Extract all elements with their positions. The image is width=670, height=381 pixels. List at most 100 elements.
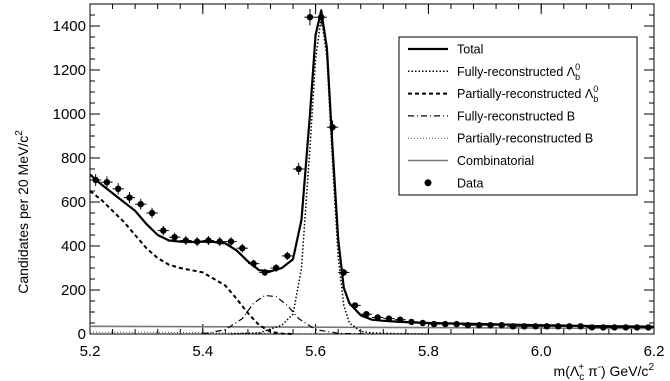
data-point xyxy=(529,323,542,330)
x-tick-label: 5.2 xyxy=(80,343,101,360)
data-point xyxy=(394,316,406,323)
data-marker xyxy=(239,245,246,252)
data-point xyxy=(180,235,192,246)
data-marker xyxy=(509,323,517,330)
data-marker xyxy=(306,14,314,21)
data-marker xyxy=(430,320,438,328)
data-point xyxy=(101,176,113,188)
data-point xyxy=(259,268,271,277)
x-tick-label: 5.8 xyxy=(418,343,439,360)
data-point xyxy=(90,174,102,186)
y-axis-title: Candidates per 20 MeV/c2 xyxy=(14,130,31,294)
data-point xyxy=(450,320,463,328)
data-marker xyxy=(633,324,641,331)
data-point xyxy=(146,207,158,219)
y-tick-label: 600 xyxy=(61,194,86,211)
x-tick-label: 6.0 xyxy=(531,343,552,360)
data-marker xyxy=(182,237,190,244)
legend-entry-partially-reconstructed: Partially-reconstructed Λ0 b xyxy=(408,84,598,104)
data-marker xyxy=(498,322,505,329)
data-point xyxy=(372,314,384,321)
data-point xyxy=(552,323,564,330)
data-marker xyxy=(554,323,562,330)
data-point xyxy=(608,324,621,331)
series-partially-reconstructed-b0 xyxy=(89,190,294,335)
data-marker xyxy=(397,316,404,323)
data-marker xyxy=(374,314,381,321)
x-tick-label: 5.4 xyxy=(192,343,213,360)
data-marker xyxy=(408,318,415,326)
data-point xyxy=(349,302,361,309)
data-point xyxy=(586,324,598,331)
data-marker xyxy=(250,260,257,267)
series-partially-reconstructed-b xyxy=(90,331,316,335)
data-point xyxy=(620,324,632,331)
data-marker xyxy=(566,323,573,330)
legend-entry-data: Data xyxy=(424,176,483,190)
data-point xyxy=(135,198,147,210)
data-marker xyxy=(340,269,347,276)
tick-labels: 5.2 5.4 5.6 5.8 6.0 6.2 0 200 400 600 800 1000 1200 1… xyxy=(53,18,665,360)
data-point xyxy=(496,322,508,329)
data-point xyxy=(462,322,474,329)
data-marker xyxy=(329,124,336,131)
data-marker xyxy=(588,324,596,331)
legend-label: Partially-reconstructed B xyxy=(457,132,593,146)
legend-entry-partially-reconstructed-b: Partially-reconstructed B xyxy=(408,132,593,146)
data-marker xyxy=(137,201,144,208)
data-marker xyxy=(148,209,156,217)
data-point xyxy=(123,192,136,204)
data-marker xyxy=(419,319,426,327)
series-total xyxy=(89,9,655,328)
data-point xyxy=(112,183,124,195)
data-point xyxy=(405,318,418,326)
data-point xyxy=(575,323,587,330)
data-points xyxy=(90,8,654,331)
legend-entry-fully-reconstructed-b: Fully-reconstructed B xyxy=(408,109,575,123)
axis-ticks xyxy=(89,3,655,335)
data-marker xyxy=(453,320,460,328)
data-marker xyxy=(645,324,652,331)
data-point xyxy=(439,320,451,328)
data-marker xyxy=(115,185,122,192)
data-marker xyxy=(272,264,280,272)
legend-entry-fully-reconstructed: Fully-reconstructed Λ0 b xyxy=(408,62,580,82)
data-marker xyxy=(318,14,325,21)
y-tick-label: 800 xyxy=(61,150,86,167)
data-marker xyxy=(193,238,201,245)
data-marker xyxy=(227,238,235,245)
legend-label: Data xyxy=(457,176,483,190)
data-marker xyxy=(351,302,359,309)
data-point xyxy=(236,243,248,253)
data-point xyxy=(270,264,282,272)
data-marker xyxy=(171,234,178,241)
data-point xyxy=(214,237,226,247)
data-point xyxy=(225,237,237,247)
x-axis-title: m(Λc+ π-) GeV/c2 xyxy=(554,362,655,381)
data-point xyxy=(247,259,260,268)
legend-label: Combinatorial xyxy=(457,154,534,168)
data-point xyxy=(642,324,654,331)
data-marker xyxy=(611,324,618,331)
data-point xyxy=(518,323,530,330)
data-marker xyxy=(284,252,291,260)
data-marker xyxy=(464,322,472,329)
data-point xyxy=(304,8,316,26)
series-fully-reconstructed-b xyxy=(202,294,373,335)
data-marker xyxy=(487,322,494,329)
y-tick-label: 0 xyxy=(78,326,86,343)
data-point xyxy=(473,322,485,329)
data-marker xyxy=(475,322,483,329)
data-marker xyxy=(363,311,370,318)
data-point xyxy=(507,323,519,330)
data-marker xyxy=(532,323,539,330)
data-point xyxy=(541,323,553,330)
data-marker xyxy=(600,324,607,331)
data-point xyxy=(597,324,609,331)
data-point xyxy=(202,235,215,246)
data-point xyxy=(191,237,203,247)
data-point xyxy=(428,320,440,328)
data-marker xyxy=(385,315,393,322)
